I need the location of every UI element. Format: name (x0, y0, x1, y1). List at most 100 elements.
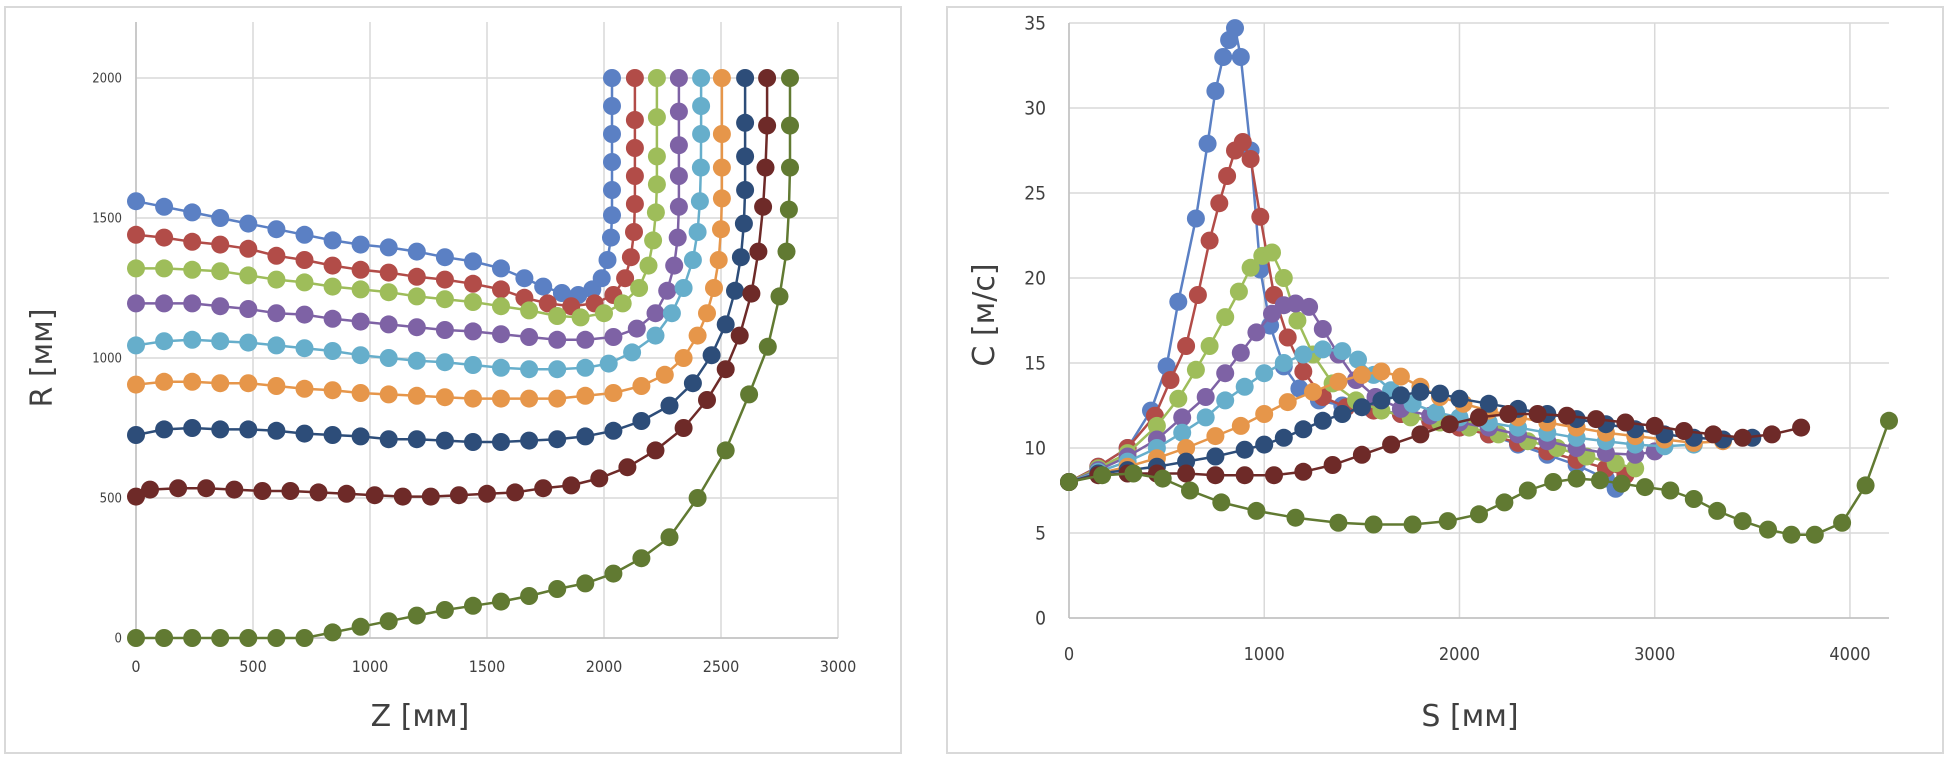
data-point (295, 379, 314, 398)
data-point (688, 326, 707, 345)
data-point (730, 326, 749, 345)
data-point (1188, 286, 1207, 304)
data-point (1544, 473, 1563, 491)
data-point (435, 601, 454, 619)
data-point (323, 277, 342, 296)
data-point (1274, 269, 1293, 287)
data-point (155, 332, 174, 351)
data-point (603, 153, 621, 171)
data-point (351, 235, 370, 254)
data-point (602, 228, 620, 247)
data-point (323, 342, 342, 360)
data-point (674, 419, 693, 437)
x-tick-label: 500 (239, 657, 266, 676)
data-point (239, 420, 258, 439)
data-point (669, 69, 688, 87)
right-chart-series (1060, 19, 1898, 544)
data-point (669, 102, 688, 121)
data-point (1382, 435, 1401, 454)
data-point (1313, 340, 1332, 359)
data-point (169, 479, 188, 498)
data-point (1661, 481, 1680, 500)
data-point (267, 220, 286, 239)
x-tick-label: 3000 (820, 657, 857, 676)
x-tick-label: 3000 (1634, 644, 1675, 665)
y-tick-label: 30 (1024, 98, 1046, 120)
data-point (407, 287, 426, 306)
data-point (1147, 416, 1166, 435)
data-point (1288, 311, 1307, 330)
data-point (603, 69, 621, 87)
data-point (604, 328, 623, 346)
data-point (1186, 209, 1205, 228)
y-tick-label: 35 (1024, 13, 1046, 35)
x-tick-label: 2000 (586, 657, 623, 676)
data-point (1411, 425, 1430, 444)
data-point (647, 108, 666, 127)
data-point (1278, 328, 1297, 347)
data-point (155, 259, 174, 278)
data-point (1218, 167, 1237, 185)
data-point (407, 386, 426, 405)
data-point (1313, 411, 1332, 430)
y-tick-label: 10 (1024, 438, 1046, 460)
data-point (726, 281, 744, 300)
data-point (1181, 481, 1199, 500)
data-point (379, 385, 398, 404)
data-point (127, 426, 145, 444)
data-point (323, 623, 342, 642)
data-point (515, 269, 534, 288)
data-point (267, 246, 286, 265)
data-point (155, 420, 174, 439)
data-point (683, 374, 702, 393)
data-point (1186, 360, 1205, 379)
data-point (211, 629, 230, 647)
data-point (1093, 466, 1112, 485)
data-point (616, 269, 635, 288)
data-point (621, 248, 640, 267)
data-point (571, 308, 590, 327)
data-point (520, 301, 539, 320)
data-point (604, 384, 623, 402)
x-tick-label: 4000 (1829, 644, 1870, 665)
data-point (1352, 445, 1371, 464)
data-point (506, 483, 525, 502)
data-point (736, 69, 755, 87)
data-point (1411, 382, 1430, 401)
data-point (576, 574, 595, 593)
y-tick-label: 20 (1024, 268, 1046, 290)
data-point (239, 629, 258, 647)
data-point (548, 430, 567, 449)
series-7 (127, 69, 755, 451)
data-point (464, 252, 482, 271)
data-point (1313, 320, 1332, 338)
data-point (127, 336, 145, 355)
data-point (1263, 243, 1281, 262)
data-point (1708, 501, 1727, 520)
data-point (1329, 372, 1348, 391)
data-point (1177, 464, 1196, 483)
data-point (127, 225, 145, 244)
data-point (267, 629, 286, 647)
data-point (712, 69, 731, 87)
data-point (1216, 391, 1235, 410)
data-point (1352, 365, 1371, 384)
data-point (674, 279, 693, 297)
data-point (1212, 493, 1231, 512)
data-point (613, 294, 632, 313)
data-point (1294, 362, 1313, 381)
data-point (225, 480, 244, 499)
data-point (683, 251, 702, 269)
data-point (155, 372, 174, 391)
series-4 (127, 69, 688, 349)
data-point (1675, 422, 1693, 440)
data-point (1216, 308, 1235, 327)
data-point (1587, 410, 1606, 429)
data-point (379, 315, 398, 334)
data-point (449, 486, 468, 505)
data-point (1856, 476, 1875, 495)
data-point (1169, 389, 1188, 408)
data-point (1518, 481, 1537, 500)
data-point (211, 297, 230, 316)
data-point (478, 484, 496, 503)
